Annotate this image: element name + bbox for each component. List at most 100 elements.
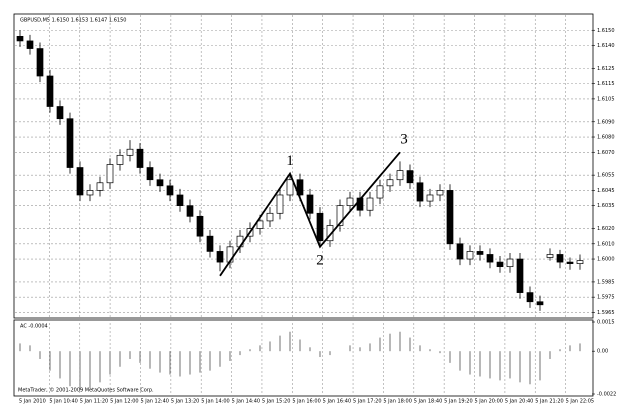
x-tick-label: 5 Jan 18:40 (414, 399, 442, 405)
candle-body (36, 48, 44, 77)
candle-body (76, 167, 84, 196)
candle-body (16, 36, 24, 42)
y-tick-label: 1.6150 (597, 28, 615, 34)
zigzag-line (219, 151, 401, 277)
candle-body (106, 164, 114, 184)
y-tick-label: 1.6010 (597, 241, 615, 247)
candle-body (486, 254, 494, 263)
x-tick-label: 5 Jan 15:20 (262, 399, 290, 405)
x-tick-label: 5 Jan 14:00 (201, 399, 229, 405)
candle-body (516, 258, 524, 293)
candle-body (426, 194, 434, 202)
candle-body (446, 190, 454, 245)
x-tick-label: 5 Jan 20:00 (475, 399, 503, 405)
candle-body (326, 225, 334, 242)
candle-body (366, 197, 374, 211)
candle-body (336, 205, 344, 226)
y-tick-label: 1.6090 (597, 119, 615, 125)
candle-body (546, 254, 554, 258)
candle-body (406, 170, 414, 184)
candle-body (316, 212, 324, 242)
candle-body (496, 261, 504, 268)
indicator-title: AC -0.0004 (20, 324, 48, 330)
y2-tick-label: -0.0022 (597, 392, 616, 398)
candle-body (536, 301, 544, 306)
x-tick-label: 5 Jan 13:20 (171, 399, 199, 405)
zigzag-label: 2 (316, 252, 324, 268)
y-tick-label: 1.5965 (597, 310, 615, 316)
x-tick-label: 5 Jan 19:20 (444, 399, 472, 405)
candle-body (196, 215, 204, 237)
candle-body (46, 75, 54, 107)
candle-body (506, 258, 514, 268)
x-tick-label: 5 Jan 11:20 (80, 399, 108, 405)
x-tick-label: 5 Jan 12:40 (140, 399, 168, 405)
candle-body (576, 260, 584, 264)
y-tick-label: 1.5975 (597, 295, 615, 301)
y2-tick-label: 0.00 (597, 349, 608, 355)
candle-body (376, 185, 384, 199)
x-tick-label: 5 Jan 2010 (19, 399, 46, 405)
y-tick-label: 1.6115 (597, 81, 615, 87)
zigzag-label: 3 (400, 132, 408, 148)
x-tick-label: 5 Jan 21:20 (535, 399, 563, 405)
candle-body (256, 220, 264, 229)
candle-body (526, 292, 534, 303)
chart-title: GBPUSD,M5 1.6150 1.6153 1.6147 1.6150 (20, 18, 126, 24)
candle-body (346, 197, 354, 207)
y-tick-label: 1.6055 (597, 173, 615, 179)
x-tick-label: 5 Jan 22:05 (566, 399, 594, 405)
candle-body (286, 179, 294, 196)
candle-body (86, 190, 94, 196)
y-tick-label: 1.6105 (597, 96, 615, 102)
candle-body (296, 179, 304, 196)
x-tick-label: 5 Jan 18:00 (383, 399, 411, 405)
candle-body (386, 179, 394, 187)
candle-body (216, 251, 224, 263)
candle-body (456, 243, 464, 260)
x-tick-label: 5 Jan 10:40 (49, 399, 77, 405)
candle-body (26, 40, 34, 49)
main-frame (13, 13, 594, 319)
candle-body (176, 194, 184, 207)
copyright: MetaTrader, © 2001-2009 MetaQuotes Softw… (18, 387, 154, 394)
x-tick-label: 5 Jan 16:40 (323, 399, 351, 405)
x-tick-label: 5 Jan 12:00 (110, 399, 138, 405)
zigzag-label: 1 (286, 153, 294, 169)
candle-body (206, 235, 214, 252)
y-tick-label: 1.6000 (597, 257, 615, 263)
candle-body (466, 251, 474, 260)
candle-body (186, 205, 194, 217)
y-tick-label: 1.6070 (597, 150, 615, 156)
y-tick-label: 1.6020 (597, 226, 615, 232)
candle-body (476, 251, 484, 255)
candle-body (306, 194, 314, 214)
y-tick-label: 1.5985 (597, 279, 615, 285)
x-tick-label: 5 Jan 17:20 (353, 399, 381, 405)
candle-body (436, 190, 444, 196)
candle-body (266, 212, 274, 222)
candle-body (566, 261, 574, 264)
indicator-frame (13, 319, 594, 397)
candle-body (416, 182, 424, 202)
y-tick-label: 1.6045 (597, 188, 615, 194)
x-tick-label: 5 Jan 14:40 (232, 399, 260, 405)
y-tick-label: 1.6080 (597, 135, 615, 141)
candle-body (116, 154, 124, 165)
candle-body (126, 148, 134, 156)
candle-body (156, 179, 164, 187)
candle-body (276, 194, 284, 214)
y-tick-label: 1.6125 (597, 66, 615, 72)
candle-body (396, 170, 404, 181)
candle-body (56, 106, 64, 120)
candle-body (96, 182, 104, 191)
x-tick-label: 5 Jan 20:40 (505, 399, 533, 405)
y-tick-label: 1.6035 (597, 203, 615, 209)
candle-body (556, 254, 564, 263)
candle-body (166, 185, 174, 196)
candle-body (66, 118, 74, 168)
candle-body (136, 148, 144, 168)
candle-body (146, 167, 154, 181)
y2-tick-label: 0.0015 (597, 320, 615, 326)
